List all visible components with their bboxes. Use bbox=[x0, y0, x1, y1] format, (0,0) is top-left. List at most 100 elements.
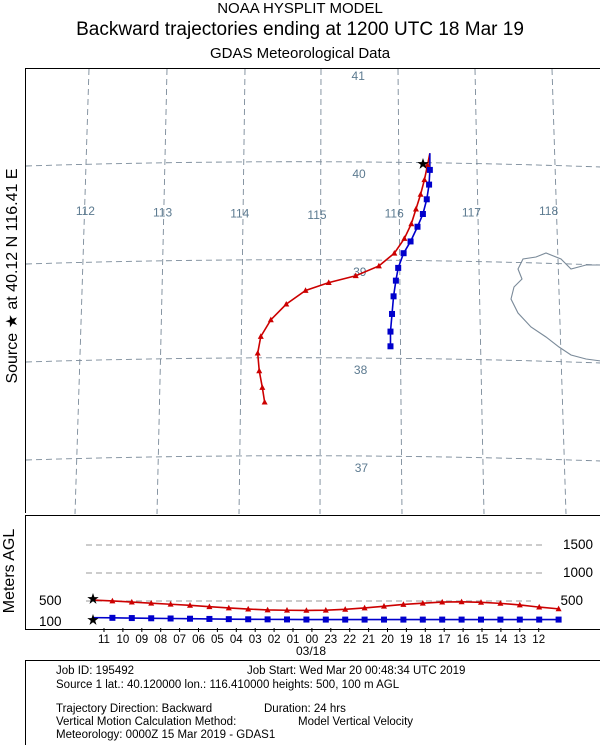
profile-marker bbox=[516, 601, 523, 608]
profile-start-star-icon bbox=[87, 614, 99, 625]
start-level-100: 100 bbox=[39, 614, 62, 629]
trajectory-line bbox=[256, 153, 431, 403]
lon-tick-label: 113 bbox=[153, 205, 172, 219]
lat-tick-label: 40 bbox=[352, 167, 366, 181]
profile-marker bbox=[497, 616, 504, 623]
profile-start-star-icon bbox=[87, 593, 99, 604]
height-tick-500: 500 bbox=[560, 593, 583, 608]
lat-gridline bbox=[25, 161, 600, 168]
height-tick-1000: 1000 bbox=[563, 565, 593, 580]
trajectory-marker bbox=[419, 211, 426, 217]
lat-tick-label: 41 bbox=[352, 69, 366, 83]
lat-gridline bbox=[25, 357, 600, 364]
profile-marker bbox=[439, 598, 446, 605]
lon-gridline bbox=[156, 68, 168, 515]
lon-tick-label: 112 bbox=[76, 204, 95, 218]
hour-tick-label: 20 bbox=[381, 634, 394, 646]
trajectory-marker bbox=[352, 272, 359, 279]
profile-marker bbox=[167, 601, 174, 607]
source-location-label: Source ★ at 40.12 N 116.41 E bbox=[4, 168, 21, 384]
profile-marker bbox=[245, 616, 252, 623]
trajectory-marker bbox=[254, 349, 261, 356]
trajectory-marker bbox=[412, 205, 419, 212]
profile-marker bbox=[187, 602, 193, 608]
lon-tick-label: 114 bbox=[230, 207, 249, 221]
profile-marker bbox=[439, 616, 446, 623]
vertical-profile-plot: 1500 1000 500 500 100 bbox=[39, 537, 593, 629]
lat-tick-label: 38 bbox=[354, 363, 368, 377]
trajectory-duration: Duration: 24 hrs bbox=[264, 703, 346, 715]
trajectory-marker bbox=[261, 398, 268, 405]
lon-gridline bbox=[238, 68, 246, 515]
profile-marker bbox=[342, 606, 349, 612]
hour-tick-label: 13 bbox=[513, 634, 526, 646]
profile-marker bbox=[225, 604, 232, 611]
lon-tick-label: 115 bbox=[307, 208, 326, 222]
trajectory-marker bbox=[426, 166, 433, 173]
hour-tick-label: 11 bbox=[98, 634, 110, 646]
trajectory-marker bbox=[302, 287, 309, 293]
hour-tick-label: 17 bbox=[438, 634, 451, 646]
trajectory-marker bbox=[325, 279, 332, 285]
trajectory-marker bbox=[259, 384, 266, 390]
profile-marker bbox=[206, 615, 213, 622]
profile-marker bbox=[419, 616, 426, 623]
trajectory-marker bbox=[414, 223, 421, 230]
hour-tick-label: 18 bbox=[419, 634, 432, 646]
hour-tick-label: 16 bbox=[457, 634, 470, 646]
hour-tick-label: 00 bbox=[306, 634, 319, 646]
lon-tick-label: 117 bbox=[462, 205, 481, 219]
height-gridlines bbox=[86, 544, 544, 602]
trajectory-marker bbox=[390, 293, 397, 300]
lat-gridline bbox=[25, 259, 600, 266]
trajectory-marker bbox=[387, 328, 394, 335]
trajectory-marker bbox=[421, 176, 428, 183]
vertical-motion-method: Vertical Motion Calculation Method: bbox=[56, 716, 237, 728]
trajectory-marker bbox=[391, 250, 398, 256]
hour-tick-label: 09 bbox=[135, 634, 148, 646]
meteorology-source: Meteorology: 0000Z 15 Mar 2019 - GDAS1 bbox=[56, 729, 276, 741]
hour-tick-label: 23 bbox=[324, 634, 337, 646]
profile-marker bbox=[167, 615, 174, 622]
profile-marker bbox=[284, 607, 290, 613]
profile-marker bbox=[536, 616, 543, 623]
hour-tick-label: 15 bbox=[476, 634, 489, 646]
hour-tick-label: 08 bbox=[154, 634, 167, 646]
profile-marker bbox=[206, 603, 213, 610]
map-grid bbox=[25, 55, 600, 515]
profile-marker bbox=[128, 598, 135, 605]
trajectory-marker bbox=[407, 238, 414, 245]
profile-marker bbox=[458, 616, 465, 623]
trajectory-marker bbox=[400, 250, 407, 257]
hour-tick-label: 10 bbox=[117, 634, 130, 646]
hour-tick-label: 22 bbox=[343, 634, 356, 646]
trajectory-marker bbox=[401, 235, 408, 241]
hour-tick-label: 02 bbox=[268, 634, 281, 646]
run-info-box: Job ID: 195492 Job Start: Wed Mar 20 00:… bbox=[25, 660, 600, 745]
trajectory-marker bbox=[408, 220, 415, 227]
profile-marker bbox=[109, 597, 116, 604]
lon-tick-label: 116 bbox=[385, 207, 404, 221]
lon-gridline bbox=[319, 68, 322, 515]
profile-marker bbox=[303, 616, 310, 623]
trajectory-marker bbox=[426, 181, 433, 188]
profile-marker bbox=[128, 615, 135, 622]
profile-marker bbox=[245, 605, 252, 612]
profile-marker bbox=[148, 615, 155, 622]
profile-marker bbox=[478, 599, 484, 605]
hour-tick-label: 06 bbox=[192, 634, 205, 646]
lat-gridline bbox=[25, 455, 600, 462]
job-start: Job Start: Wed Mar 20 00:48:34 UTC 2019 bbox=[247, 665, 466, 677]
profile-marker bbox=[381, 603, 387, 609]
trajectory-map: 112 113 114 115 116 117 118 41 40 39 38 37 bbox=[25, 55, 600, 515]
trajectory-marker bbox=[375, 262, 382, 269]
trajectory-marker bbox=[267, 316, 274, 323]
source-star-icon bbox=[417, 158, 429, 169]
profile-marker bbox=[361, 616, 368, 623]
hour-tick-label: 05 bbox=[211, 634, 224, 646]
profile-marker bbox=[478, 616, 484, 623]
hour-axis: 11 10 09 08 07 06 05 04 03 02 01 00 23 22 21 20 19 18 17 16… bbox=[98, 628, 545, 646]
profile-marker bbox=[555, 605, 562, 612]
chart-title: Backward trajectories ending at 1200 UTC… bbox=[76, 19, 524, 40]
